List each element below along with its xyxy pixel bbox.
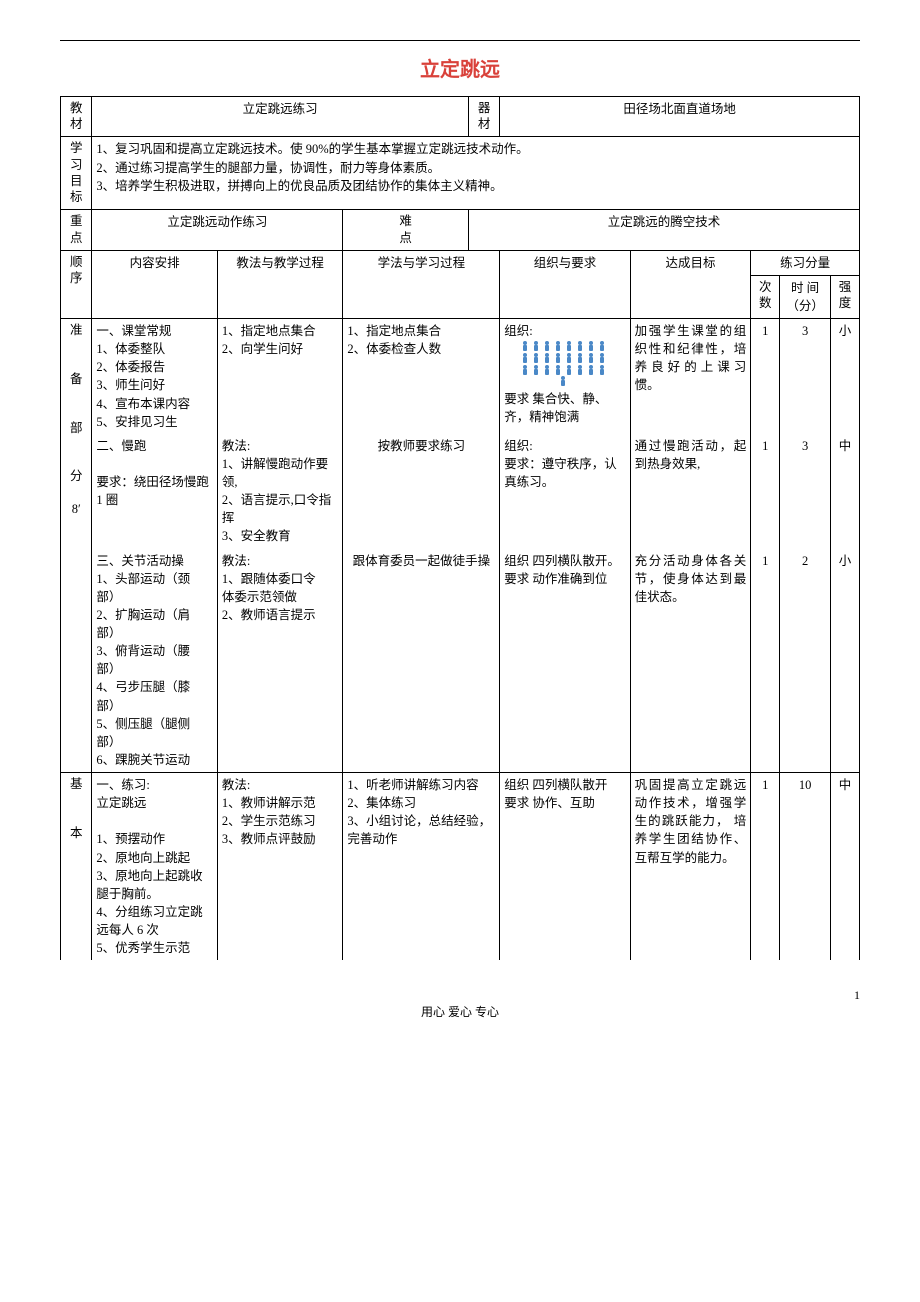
prep-row-1: 准 备 部 分 8′ 一、课堂常规 1、体委整队 2、体委报告 3、师生问好 4…: [61, 319, 860, 434]
zuzhi-text: 要求 集合快、静、齐，精神饱满: [504, 390, 625, 426]
prep-row-2: 二、慢跑 要求：绕田径场慢跑 1 圈 教法: 1、讲解慢跑动作要领, 2、语言提…: [61, 434, 860, 549]
value-qicai: 田径场北面直道场地: [500, 97, 860, 137]
column-header-row: 顺序 内容安排 教法与教学过程 学法与学习过程 组织与要求 达成目标 练习分量: [61, 250, 860, 275]
value-xuexi: 1、复习巩固和提高立定跳远技术。使 90%的学生基本掌握立定跳远技术动作。 2、…: [92, 137, 860, 210]
value-nandian: 立定跳远的腾空技术: [468, 210, 859, 250]
basic-1-jiaofa: 教法: 1、教师讲解示范 2、学生示范练习 3、教师点评鼓励: [217, 773, 343, 961]
label-qicai: 器材: [468, 97, 499, 137]
prep-1-qiangdu: 小: [830, 319, 859, 434]
prep-3-qiangdu: 小: [830, 549, 859, 773]
prep-1-dacheng: 加强学生课堂的组织性和纪律性，培养良好的上课习惯。: [630, 319, 751, 434]
col-qiangdu: 强度: [830, 275, 859, 318]
label-nandian: 难点: [343, 210, 469, 250]
col-zuzhi: 组织与要求: [500, 250, 630, 318]
value-jiaocai: 立定跳远练习: [92, 97, 469, 137]
phase-prep-label: 准 备 部 分 8′: [61, 319, 92, 773]
label-xuexi: 学习目标: [61, 137, 92, 210]
prep-2-cishu: 1: [751, 434, 780, 549]
basic-1-xuefa: 1、听老师讲解练习内容 2、集体练习 3、小组讨论，总结经验，完善动作: [343, 773, 500, 961]
page-footer: 1 用心 爱心 专心: [60, 988, 860, 1020]
col-fenliang: 练习分量: [751, 250, 860, 275]
basic-1-shijian: 10: [780, 773, 831, 961]
page-container: 立定跳远 教材 立定跳远练习 器材 田径场北面直道场地 学习目标 1、复习巩固和…: [60, 40, 860, 1020]
prep-3-shijian: 2: [780, 549, 831, 773]
col-cishu: 次数: [751, 275, 780, 318]
top-rule: [60, 40, 860, 41]
prep-3-xuefa: 跟体育委员一起做徒手操: [343, 549, 500, 773]
prep-2-shijian: 3: [780, 434, 831, 549]
prep-1-shijian: 3: [780, 319, 831, 434]
col-shijian: 时 间（分）: [780, 275, 831, 318]
basic-1-dacheng: 巩固提高立定跳远动作技术，增强学生的跳跃能力， 培养学生团结协作、互帮互学的能力…: [630, 773, 751, 961]
value-zhongdian: 立定跳远动作练习: [92, 210, 343, 250]
col-shunxu: 顺序: [61, 250, 92, 318]
footer-motto: 用心 爱心 专心: [60, 1003, 860, 1020]
prep-3-jiaofa: 教法: 1、跟随体委口令 体委示范领做 2、教师语言提示: [217, 549, 343, 773]
basic-1-cishu: 1: [751, 773, 780, 961]
label-zhongdian: 重点: [61, 210, 92, 250]
prep-3-zuzhi: 组织 四列横队散开。 要求 动作准确到位: [500, 549, 630, 773]
basic-1-zuzhi: 组织 四列横队散开 要求 协作、互助: [500, 773, 630, 961]
col-dacheng: 达成目标: [630, 250, 751, 318]
prep-2-neirong: 二、慢跑 要求：绕田径场慢跑 1 圈: [92, 434, 218, 549]
prep-2-dacheng: 通过慢跑活动，起到热身效果,: [630, 434, 751, 549]
prep-1-neirong: 一、课堂常规 1、体委整队 2、体委报告 3、师生问好 4、宣布本课内容 5、安…: [92, 319, 218, 434]
col-jiaofa: 教法与教学过程: [217, 250, 343, 318]
col-neirong: 内容安排: [92, 250, 218, 318]
col-xuefa: 学法与学习过程: [343, 250, 500, 318]
prep-2-xuefa: 按教师要求练习: [343, 434, 500, 549]
label-jiaocai: 教材: [61, 97, 92, 137]
document-title: 立定跳远: [60, 53, 860, 82]
prep-1-xuefa: 1、指定地点集合 2、体委检查人数: [343, 319, 500, 434]
prep-1-zuzhi: 组织: 要求 集合快、静、齐，精神饱满: [500, 319, 630, 434]
page-number: 1: [854, 988, 860, 1003]
basic-row-1: 基 本 一、练习: 立定跳远 1、预摆动作 2、原地向上跳起 3、原地向上起跳收…: [61, 773, 860, 961]
prep-1-cishu: 1: [751, 319, 780, 434]
zuzhi-prefix: 组织:: [504, 322, 625, 340]
prep-3-cishu: 1: [751, 549, 780, 773]
prep-2-qiangdu: 中: [830, 434, 859, 549]
header-row-zhongdian: 重点 立定跳远动作练习 难点 立定跳远的腾空技术: [61, 210, 860, 250]
phase-basic-label: 基 本: [61, 773, 92, 961]
prep-2-zuzhi: 组织: 要求：遵守秩序，认真练习。: [500, 434, 630, 549]
lesson-plan-table: 教材 立定跳远练习 器材 田径场北面直道场地 学习目标 1、复习巩固和提高立定跳…: [60, 96, 860, 960]
prep-1-jiaofa: 1、指定地点集合 2、向学生问好: [217, 319, 343, 434]
header-row-jiaocai: 教材 立定跳远练习 器材 田径场北面直道场地: [61, 97, 860, 137]
prep-row-3: 三、关节活动操 1、头部运动（颈部） 2、扩胸运动（肩部） 3、俯背运动（腰部）…: [61, 549, 860, 773]
basic-1-qiangdu: 中: [830, 773, 859, 961]
prep-3-neirong: 三、关节活动操 1、头部运动（颈部） 2、扩胸运动（肩部） 3、俯背运动（腰部）…: [92, 549, 218, 773]
basic-1-neirong: 一、练习: 立定跳远 1、预摆动作 2、原地向上跳起 3、原地向上起跳收腿于胸前…: [92, 773, 218, 961]
formation-diagram-icon: [520, 340, 610, 386]
prep-3-dacheng: 充分活动身体各关节，使身体达到最佳状态。: [630, 549, 751, 773]
prep-2-jiaofa: 教法: 1、讲解慢跑动作要领, 2、语言提示,口令指挥 3、安全教育: [217, 434, 343, 549]
header-row-xuexi: 学习目标 1、复习巩固和提高立定跳远技术。使 90%的学生基本掌握立定跳远技术动…: [61, 137, 860, 210]
